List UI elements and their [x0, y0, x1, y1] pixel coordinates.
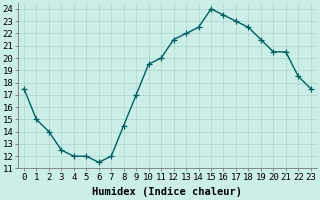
X-axis label: Humidex (Indice chaleur): Humidex (Indice chaleur): [92, 187, 242, 197]
